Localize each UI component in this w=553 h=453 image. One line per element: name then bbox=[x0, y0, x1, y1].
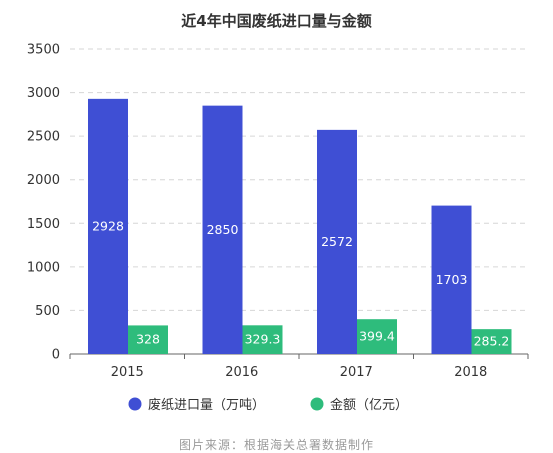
bar-amount bbox=[357, 319, 397, 354]
data-label-import-volume: 2850 bbox=[207, 222, 239, 237]
bar-chart: 0 500 1000 1500 2000 2500 3000 3500 2015 2928 328 2… bbox=[27, 43, 529, 413]
bar-import-volume bbox=[202, 105, 243, 355]
x-tick-label: 2018 bbox=[454, 365, 487, 380]
y-tick-label: 0 bbox=[52, 348, 60, 363]
bar-amount bbox=[128, 325, 168, 354]
chart-title: 近4年中国废纸进口量与金额 bbox=[181, 12, 372, 30]
data-label-amount: 285.2 bbox=[474, 334, 510, 349]
legend-label: 废纸进口量（万吨） bbox=[148, 397, 265, 413]
y-tick-label: 1500 bbox=[27, 217, 60, 232]
y-tick-label: 1000 bbox=[27, 260, 60, 275]
y-tick-label: 3500 bbox=[27, 43, 60, 58]
y-tick-label: 500 bbox=[35, 304, 60, 319]
bar-import-volume bbox=[431, 205, 472, 354]
data-label-amount: 329.3 bbox=[245, 332, 281, 347]
data-label-import-volume: 2572 bbox=[321, 234, 353, 249]
x-tick-label: 2016 bbox=[225, 365, 258, 380]
data-label-amount: 328 bbox=[136, 332, 160, 347]
legend-marker bbox=[310, 397, 324, 411]
bar-amount bbox=[242, 325, 283, 354]
source-caption: 图片来源：根据海关总署数据制作 bbox=[178, 438, 374, 452]
y-tick-label: 2500 bbox=[27, 130, 60, 145]
legend-label: 金额（亿元） bbox=[330, 397, 408, 413]
legend-marker bbox=[128, 397, 142, 411]
y-tick-label: 2000 bbox=[27, 173, 60, 188]
x-tick-label: 2015 bbox=[111, 365, 144, 380]
bar-amount bbox=[471, 329, 512, 354]
x-tick-label: 2017 bbox=[340, 365, 373, 380]
data-label-import-volume: 2928 bbox=[92, 218, 124, 233]
data-label-amount: 399.4 bbox=[359, 329, 395, 344]
data-label-import-volume: 1703 bbox=[436, 272, 468, 287]
bar-import-volume bbox=[88, 98, 128, 355]
bar-import-volume bbox=[317, 129, 357, 354]
y-tick-label: 3000 bbox=[27, 86, 60, 101]
